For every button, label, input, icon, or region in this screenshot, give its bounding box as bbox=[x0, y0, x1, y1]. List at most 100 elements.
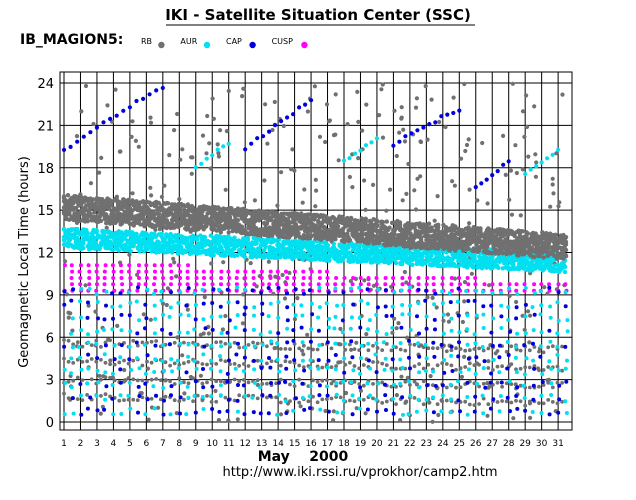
point-rb bbox=[384, 363, 389, 367]
point-aur bbox=[77, 344, 81, 349]
point-rb bbox=[272, 99, 277, 105]
point-aur bbox=[424, 356, 429, 361]
point-rb bbox=[508, 168, 513, 173]
point-rb bbox=[122, 358, 126, 363]
point-rb bbox=[135, 343, 140, 348]
point-rb bbox=[500, 399, 504, 403]
point-rb bbox=[555, 364, 560, 369]
point-cusp bbox=[358, 282, 363, 287]
point-rb bbox=[518, 348, 523, 353]
point-rb bbox=[182, 397, 186, 402]
point-rb bbox=[458, 347, 463, 351]
point-rb bbox=[440, 399, 445, 404]
point-aur bbox=[209, 358, 213, 363]
point-aur bbox=[81, 245, 86, 251]
point-rb bbox=[218, 128, 223, 133]
point-rb bbox=[472, 403, 477, 407]
point-rb bbox=[384, 219, 389, 224]
point-rb bbox=[320, 397, 325, 402]
point-rb bbox=[523, 403, 528, 408]
point-rb bbox=[320, 365, 325, 370]
point-rb bbox=[477, 346, 481, 351]
point-aur bbox=[340, 330, 345, 335]
point-aur bbox=[367, 318, 372, 323]
point-aur bbox=[118, 355, 123, 360]
point-rb bbox=[361, 397, 366, 402]
point-aur bbox=[152, 303, 157, 308]
point-rb bbox=[89, 357, 94, 361]
point-aur bbox=[449, 328, 454, 333]
point-rb bbox=[228, 362, 232, 366]
point-aur bbox=[95, 329, 100, 334]
point-aur bbox=[128, 406, 133, 411]
point-aur bbox=[341, 303, 346, 307]
point-rb bbox=[401, 127, 406, 132]
point-cap bbox=[506, 353, 511, 357]
point-rb bbox=[481, 348, 486, 353]
point-cap bbox=[308, 339, 313, 344]
point-rb bbox=[352, 347, 357, 351]
point-cap bbox=[95, 408, 100, 413]
point-aur bbox=[152, 370, 157, 374]
point-cap bbox=[250, 288, 255, 293]
point-cusp bbox=[432, 288, 437, 293]
point-cap bbox=[161, 412, 166, 417]
point-aur bbox=[110, 327, 115, 332]
point-rb bbox=[133, 138, 138, 143]
point-rb bbox=[265, 381, 269, 386]
point-cap bbox=[145, 397, 150, 402]
point-rb bbox=[526, 154, 531, 159]
point-aur bbox=[348, 326, 353, 331]
point-rb bbox=[389, 348, 394, 353]
point-cap bbox=[276, 286, 281, 290]
point-cap bbox=[316, 358, 321, 363]
point-rb bbox=[278, 400, 283, 405]
point-aur bbox=[167, 314, 172, 319]
point-aur bbox=[381, 340, 386, 345]
point-rb bbox=[174, 411, 179, 416]
point-aur bbox=[126, 290, 131, 295]
point-rb bbox=[449, 363, 454, 368]
point-cap bbox=[167, 342, 172, 347]
point-rb bbox=[418, 139, 424, 145]
point-rb bbox=[443, 124, 448, 130]
point-rb bbox=[408, 383, 412, 387]
point-cusp bbox=[458, 282, 462, 287]
point-cusp bbox=[210, 282, 215, 287]
point-rb bbox=[414, 382, 419, 387]
point-rb bbox=[402, 269, 407, 275]
point-aur bbox=[79, 393, 83, 398]
point-aur bbox=[308, 365, 313, 370]
point-rb bbox=[149, 396, 154, 401]
point-cusp bbox=[177, 282, 182, 287]
point-aur bbox=[79, 286, 84, 291]
point-aur bbox=[335, 303, 340, 308]
point-rb bbox=[380, 401, 385, 405]
point-rb bbox=[396, 321, 401, 326]
point-rb bbox=[551, 191, 556, 196]
point-cusp bbox=[532, 282, 537, 287]
point-aur bbox=[85, 231, 90, 236]
point-rb bbox=[366, 348, 371, 353]
point-rb bbox=[335, 224, 341, 229]
point-aur bbox=[538, 289, 543, 294]
point-aur bbox=[193, 303, 198, 307]
point-cusp bbox=[465, 276, 470, 280]
point-cap bbox=[136, 410, 140, 415]
point-rb bbox=[66, 338, 71, 343]
point-cap bbox=[489, 371, 494, 376]
point-aur bbox=[481, 326, 486, 330]
point-rb bbox=[131, 397, 136, 402]
point-cap bbox=[284, 354, 289, 359]
point-rb bbox=[399, 105, 404, 110]
point-rb bbox=[522, 327, 527, 332]
point-cap bbox=[482, 359, 487, 364]
point-cusp bbox=[87, 276, 92, 280]
point-cusp bbox=[168, 263, 173, 268]
point-rb bbox=[325, 362, 329, 367]
point-rb bbox=[66, 379, 71, 384]
point-aur bbox=[201, 317, 206, 322]
point-cap bbox=[383, 304, 388, 309]
point-rb bbox=[520, 109, 526, 114]
point-cap bbox=[490, 343, 495, 348]
